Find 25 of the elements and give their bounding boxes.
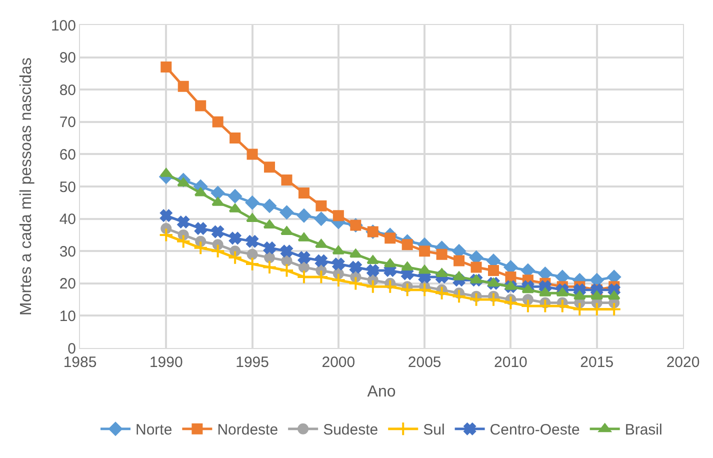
legend-label: Sul: [423, 422, 445, 439]
x-tick-label: 2005: [408, 354, 442, 371]
legend-label: Nordeste: [217, 422, 278, 439]
y-axis-title: Mortes a cada mil pessoas nascidas: [18, 58, 35, 316]
x-tick-label: 2000: [322, 354, 356, 371]
y-tick-label: 10: [59, 308, 76, 325]
legend-label: Brasil: [624, 422, 662, 439]
y-tick-label: 100: [50, 17, 76, 34]
x-tick-label: 1990: [149, 354, 183, 371]
y-tick-label: 40: [59, 211, 76, 228]
x-tick-label: 1995: [236, 354, 269, 371]
x-tick-label: 2010: [494, 354, 528, 371]
y-tick-label: 20: [59, 276, 76, 293]
y-tick-label: 30: [59, 243, 76, 260]
y-tick-label: 50: [59, 178, 76, 196]
y-tick-label: 80: [59, 82, 76, 99]
x-axis-title: Ano: [367, 384, 396, 401]
x-tick-label: 2020: [666, 354, 700, 371]
x-tick-label: 2015: [580, 354, 614, 371]
legend-label: Norte: [136, 422, 172, 439]
y-tick-label: 90: [59, 50, 76, 67]
y-tick-label: 60: [59, 146, 76, 164]
y-tick-label: 70: [59, 114, 76, 132]
legend-label: Centro-Oeste: [490, 422, 580, 439]
legend-label: Sudeste: [323, 422, 378, 439]
